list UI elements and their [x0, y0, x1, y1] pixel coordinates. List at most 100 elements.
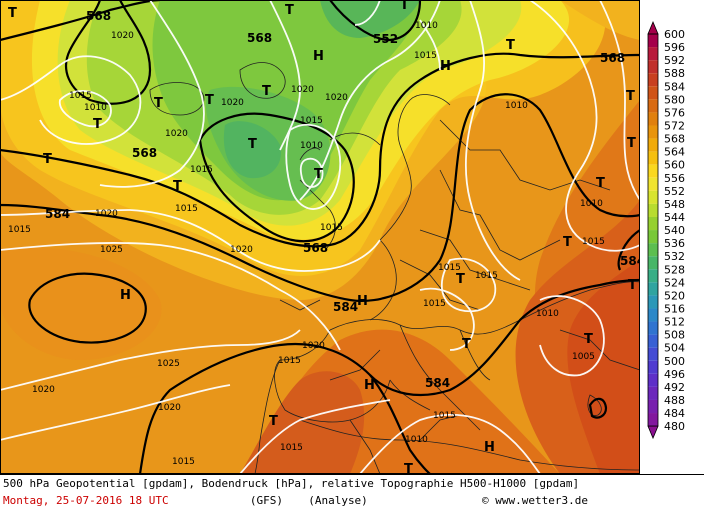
- geopotential-label: 568: [132, 146, 157, 160]
- legend-swatch: [648, 216, 658, 231]
- legend-label: 516: [664, 302, 685, 315]
- legend-swatch: [648, 269, 658, 283]
- isobar-label: 1015: [69, 91, 92, 101]
- legend-label: 524: [664, 276, 685, 289]
- credit-link[interactable]: © www.wetter3.de: [482, 494, 588, 507]
- isobar-label: 1015: [320, 223, 343, 233]
- legend-swatch: [648, 230, 658, 244]
- legend-swatch: [648, 243, 658, 257]
- legend-swatch: [648, 308, 658, 322]
- legend-swatch: [648, 282, 658, 296]
- legend-swatch: [648, 164, 658, 178]
- isobar-label: 1020: [325, 93, 348, 103]
- legend-swatch: [648, 360, 658, 374]
- high-pressure-markers: H H H H H H: [120, 49, 495, 455]
- legend-swatch: [648, 34, 658, 48]
- isobar-label: 1020: [221, 98, 244, 108]
- legend-label: 568: [664, 133, 685, 146]
- legend-frame: [647, 33, 659, 427]
- high-pressure-marker: H: [484, 440, 495, 455]
- map-caption: 500 hPa Geopotential [gpdam], Bodendruck…: [0, 474, 704, 513]
- low-pressure-marker: T: [627, 136, 636, 151]
- legend-label: 572: [664, 119, 685, 132]
- legend-label: 580: [664, 93, 685, 106]
- isobar-label: 1025: [157, 359, 180, 369]
- legend-arrow-up: [647, 20, 659, 35]
- legend-swatch: [648, 321, 658, 335]
- legend-label: 484: [664, 407, 685, 420]
- high-pressure-marker: H: [364, 378, 375, 393]
- geopotential-label: 584: [333, 300, 358, 314]
- legend-swatch: [648, 347, 658, 361]
- legend-label: 560: [664, 159, 685, 172]
- isobar-label: 1010: [84, 103, 107, 113]
- geopotential-label: 552: [373, 32, 398, 46]
- legend-label: 540: [664, 224, 685, 237]
- low-pressure-marker: T: [248, 137, 257, 152]
- legend-label: 508: [664, 329, 685, 342]
- geopotential-contours: [0, 0, 640, 474]
- isobar-label: 1020: [165, 129, 188, 139]
- isobar-label: 1020: [111, 31, 134, 41]
- isobar-label: 1010: [415, 21, 438, 31]
- isobar-label: 1015: [280, 443, 303, 453]
- legend-swatch: [648, 47, 658, 61]
- isobar-label: 1020: [302, 341, 325, 351]
- legend-label: 492: [664, 381, 685, 394]
- legend-label: 576: [664, 106, 685, 119]
- geopotential-label: 584: [425, 376, 450, 390]
- isobar-label: 1015: [433, 411, 456, 421]
- caption-description: 500 hPa Geopotential [gpdam], Bodendruck…: [3, 477, 580, 490]
- high-pressure-marker: H: [440, 59, 451, 74]
- low-pressure-marker: T: [205, 93, 214, 108]
- isobar-label: 1015: [278, 356, 301, 366]
- low-pressure-marker: T: [314, 167, 323, 182]
- legend-label: 600: [664, 28, 685, 41]
- geopotential-label: 568: [86, 9, 111, 23]
- low-pressure-marker: T: [596, 176, 605, 191]
- legend-label: 500: [664, 355, 685, 368]
- legend-label: 548: [664, 198, 685, 211]
- isobar-label: 1010: [300, 141, 323, 151]
- legend-swatch: [648, 386, 658, 400]
- legend-label: 488: [664, 394, 685, 407]
- isobar-label: 1015: [172, 457, 195, 467]
- legend-swatch: [648, 413, 658, 427]
- geopotential-label: 584: [45, 207, 70, 221]
- caption-date: Montag, 25-07-2016 18 UTC: [3, 494, 169, 507]
- low-pressure-marker: T: [584, 332, 593, 347]
- coastlines: [149, 62, 640, 474]
- geopotential-label: 568: [247, 31, 272, 45]
- legend-label: 520: [664, 289, 685, 302]
- legend-swatch: [648, 86, 658, 100]
- legend-label: 596: [664, 41, 685, 54]
- low-pressure-marker: T: [262, 84, 271, 99]
- isobar-label: 1015: [438, 263, 461, 273]
- isobar-labels: 1020 1010 1015 1020 1020 1015 1010 1020 …: [8, 21, 605, 467]
- isobar-label: 1020: [95, 209, 118, 219]
- weather-map: 568 552 568 568 584 584 584 568 584 568 …: [0, 0, 640, 474]
- low-pressure-marker: T: [628, 278, 637, 293]
- geopotential-label: 584: [620, 254, 640, 268]
- isobar-label: 1010: [580, 199, 603, 209]
- isobar-label: 1015: [300, 116, 323, 126]
- isobars: [0, 0, 640, 474]
- legend-swatch: [648, 177, 658, 191]
- legend-swatch: [648, 125, 658, 139]
- legend-label: 528: [664, 263, 685, 276]
- geopotential-label: 568: [600, 51, 625, 65]
- geopotential-labels: 568 552 568 568 584 584 584 568 584 568: [45, 9, 640, 390]
- legend-swatch: [648, 73, 658, 87]
- legend-swatch: [648, 99, 658, 113]
- topography-field: [0, 0, 640, 474]
- high-pressure-marker: H: [120, 288, 131, 303]
- isobar-label: 1010: [536, 309, 559, 319]
- legend-swatch: [648, 373, 658, 387]
- legend-label: 592: [664, 54, 685, 67]
- low-pressure-marker: T: [93, 117, 102, 132]
- legend-swatch: [648, 334, 658, 348]
- low-pressure-marker: T: [8, 6, 17, 21]
- legend-label: 552: [664, 185, 685, 198]
- low-pressure-marker: T: [269, 414, 278, 429]
- caption-model: (GFS): [249, 494, 283, 507]
